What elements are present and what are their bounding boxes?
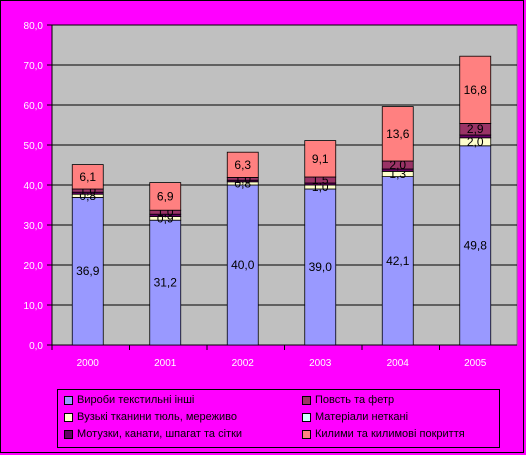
data-label: 42,1 [386, 254, 410, 268]
data-label: 2,0 [389, 158, 406, 172]
legend-item: Мотузки, канати, шпагат та сітки [64, 427, 242, 441]
legend-label: Вузькі тканини тюль, мереживо [77, 411, 237, 423]
legend-item: Вузькі тканини тюль, мереживо [64, 410, 237, 424]
data-label: 39,0 [309, 260, 333, 274]
legend-swatch [302, 429, 311, 439]
x-tick-label: 2002 [232, 358, 255, 369]
data-label: 6,1 [79, 170, 96, 184]
legend-swatch [302, 412, 311, 422]
data-label: 16,8 [464, 83, 488, 97]
legend-swatch [64, 412, 73, 422]
legend-label: Мотузки, канати, шпагат та сітки [77, 428, 243, 440]
data-label: 40,0 [231, 258, 255, 272]
data-label: 9,1 [312, 152, 329, 166]
data-label: 6,9 [157, 189, 174, 203]
bar-segment [71, 196, 104, 346]
y-tick-label: 70,0 [24, 61, 44, 72]
x-tick-label: 2000 [77, 358, 100, 369]
y-tick-label: 10,0 [24, 301, 44, 312]
x-tick-label: 2004 [387, 358, 410, 369]
y-tick-label: 50,0 [24, 141, 44, 152]
y-tick-label: 20,0 [24, 261, 44, 272]
data-label: 31,2 [154, 276, 178, 290]
y-tick-label: 80,0 [24, 21, 44, 32]
y-tick-label: 60,0 [24, 101, 44, 112]
y-tick-label: 40,0 [24, 181, 44, 192]
x-tick-label: 2005 [464, 358, 487, 369]
legend-swatch [302, 395, 311, 405]
legend: Вироби текстильні інші Повсть та фетр Вузь… [57, 389, 500, 448]
x-tick-label: 2003 [309, 358, 332, 369]
legend-swatch [64, 395, 73, 405]
legend-item: Повсть та фетр [302, 393, 394, 407]
x-tick-label: 2001 [154, 358, 177, 369]
bar-segment [459, 55, 492, 124]
data-label: 13,6 [386, 127, 410, 141]
data-label: 36,9 [76, 264, 100, 278]
legend-item: Килими та килимові покриття [302, 427, 465, 441]
data-label: 49,8 [464, 238, 488, 252]
bar-segment [304, 140, 337, 178]
stacked-bar-chart: 0,010,020,030,040,050,060,070,080,036,90… [24, 21, 518, 369]
bar-segment [149, 219, 182, 346]
legend-item: Матеріали нетканi [302, 410, 408, 424]
legend-swatch [64, 429, 73, 439]
data-label: 2,0 [467, 135, 484, 149]
y-tick-label: 30,0 [24, 221, 44, 232]
data-label: 6,3 [234, 158, 251, 172]
y-tick-label: 0,0 [29, 341, 43, 352]
legend-label: Килими та килимові покриття [315, 428, 465, 440]
legend-label: Вироби текстильні інші [77, 394, 195, 406]
bar-segment [381, 106, 414, 162]
bar-segment [226, 184, 259, 346]
legend-item: Вироби текстильні інші [64, 393, 194, 407]
bar-segment [149, 182, 182, 211]
data-label: 2,9 [467, 122, 484, 136]
legend-label: Матеріали нетканi [315, 411, 409, 423]
legend-label: Повсть та фетр [315, 394, 395, 406]
bar-segment [226, 151, 259, 178]
bar-segment [71, 164, 104, 190]
plot-area: 0,010,020,030,040,050,060,070,080,036,90… [24, 21, 518, 369]
bar-segment [381, 176, 414, 346]
